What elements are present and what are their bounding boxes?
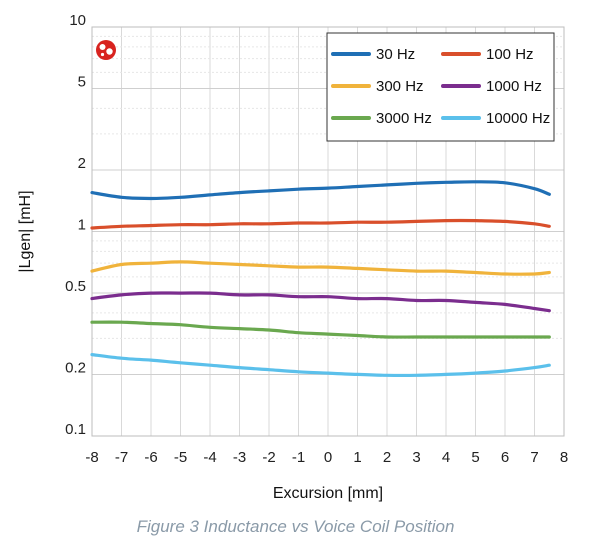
legend-label: 100 Hz: [486, 46, 534, 63]
x-tick-label: -2: [262, 449, 275, 466]
x-tick-label: -6: [144, 449, 157, 466]
figure-caption: Figure 3 Inductance vs Voice Coil Positi…: [136, 517, 455, 536]
plot-frame: [91, 26, 565, 437]
x-tick-label: -5: [174, 449, 187, 466]
series-layer: [90, 180, 551, 378]
x-tick-label: -3: [233, 449, 246, 466]
y-tick-label: 10: [69, 12, 86, 29]
x-tick-label: 1: [353, 449, 361, 466]
x-tick-label: 2: [383, 449, 391, 466]
y-tick-label: 0.2: [65, 359, 86, 376]
legend-label: 10000 Hz: [486, 110, 550, 127]
legend-label: 3000 Hz: [376, 110, 432, 127]
legend-label: 30 Hz: [376, 46, 415, 63]
series-line-100-hz: [90, 218, 551, 230]
x-tick-label: 4: [442, 449, 450, 466]
series-line-300-hz: [90, 260, 551, 276]
x-tick-label: -8: [85, 449, 98, 466]
x-tick-labels: -8 -7 -6 -5 -4 -3 -2 -1 0 1 2 3 4 5 6 7 8: [85, 449, 568, 466]
x-tick-label: 7: [530, 449, 538, 466]
y-tick-label: 1: [78, 217, 86, 234]
x-axis-label: Excursion [mm]: [273, 485, 383, 502]
y-tick-label: 0.1: [65, 421, 86, 438]
series-line-10000-hz: [90, 353, 551, 378]
inductance-chart: -8 -7 -6 -5 -4 -3 -2 -1 0 1 2 3 4 5 6 7 8 0.1 0.2 0.5 1 2 5 10…: [17, 12, 568, 502]
x-tick-label: 6: [501, 449, 509, 466]
series-line-1000-hz: [90, 291, 551, 313]
y-axis-label: |Lgen| [mH]: [17, 190, 34, 272]
y-tick-label: 5: [78, 74, 86, 91]
x-tick-label: 8: [560, 449, 568, 466]
y-tick-label: 2: [78, 155, 86, 172]
x-tick-label: 0: [324, 449, 332, 466]
legend-label: 1000 Hz: [486, 78, 542, 95]
x-tick-label: 5: [471, 449, 479, 466]
x-tick-label: -7: [115, 449, 128, 466]
red-circular-logo-icon: [96, 40, 116, 60]
x-tick-label: -4: [203, 449, 216, 466]
y-tick-labels: 0.1 0.2 0.5 1 2 5 10: [65, 12, 86, 438]
series-line-3000-hz: [90, 320, 551, 339]
chart-legend: 30 Hz 100 Hz 300 Hz 1000 Hz 3000 Hz 10000 Hz: [326, 32, 555, 142]
series-line-30-hz: [90, 180, 551, 201]
y-tick-label: 0.5: [65, 278, 86, 295]
x-tick-label: 3: [412, 449, 420, 466]
legend-label: 300 Hz: [376, 78, 424, 95]
x-tick-label: -1: [292, 449, 305, 466]
